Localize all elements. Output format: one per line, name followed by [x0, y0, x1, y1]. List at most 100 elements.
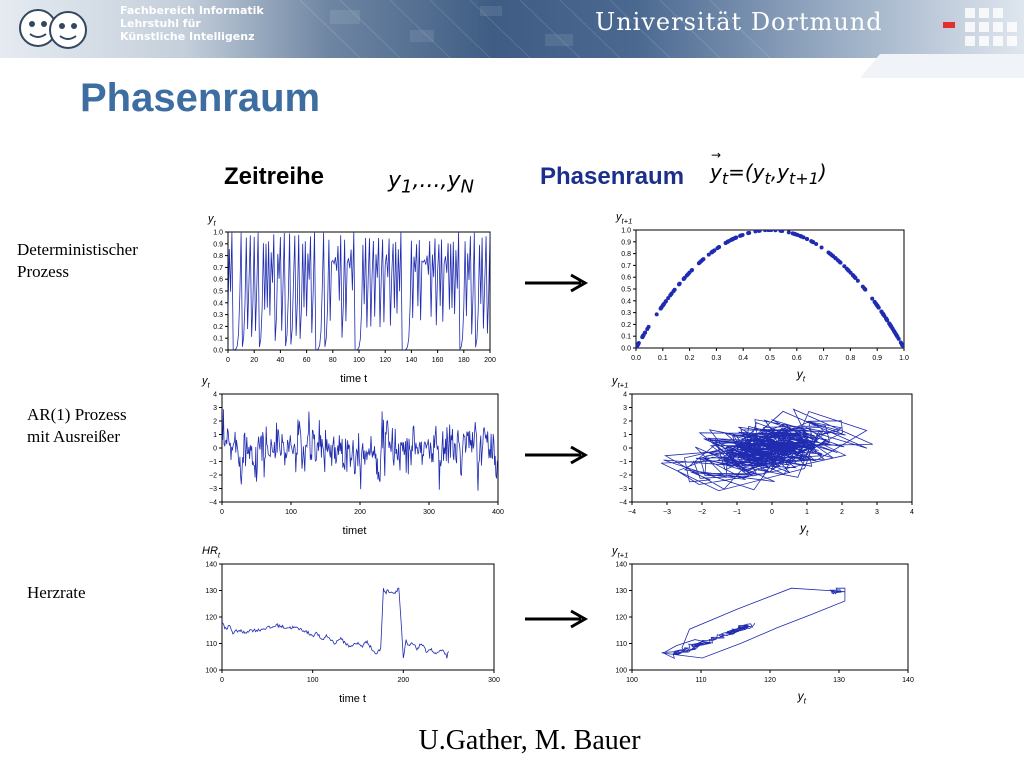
- arrow-right-icon: [525, 445, 589, 465]
- chart-deterministic-phasespace: 0.0 0.1 0.2 0.3 0.4 0.5 0.6 0.7 0.8 0.9 1.0 0.0 0.1 0…: [615, 211, 909, 384]
- header-banner: Fachbereich Informatik Lehrstuhl für Kün…: [0, 0, 1024, 58]
- phase-space-formula: y → t=(yt,yt+1): [710, 148, 827, 188]
- data-point: [640, 335, 645, 340]
- data-point: [853, 276, 858, 281]
- data-point: [697, 260, 702, 265]
- y-tick-label: 0.2: [213, 324, 223, 331]
- slide-footer: U.Gather, M. Bauer: [0, 725, 1024, 757]
- data-point: [723, 240, 728, 245]
- data-point: [850, 273, 855, 278]
- plot-frame: [221, 563, 495, 671]
- y-tick-label: 1: [213, 432, 217, 439]
- data-point: [677, 282, 682, 287]
- series-line: [222, 409, 498, 491]
- row-label-line: AR(1) Prozess: [27, 405, 127, 424]
- x-tick-label: 0: [226, 357, 230, 364]
- x-tick-label: 0.7: [819, 355, 829, 362]
- x-tick-label: −1: [733, 509, 741, 516]
- heading-zeitreihe: Zeitreihe: [224, 163, 325, 190]
- y-tick-label: −4: [619, 500, 627, 507]
- chart-ar1-timeseries: −4 −3 −2 −1 0 1 2 3 4 0 100 200 300 400 yt timet: [201, 375, 504, 537]
- y-tick-label: 2: [213, 419, 217, 426]
- dept-line-1: Fachbereich Informatik: [120, 4, 264, 17]
- row-label-line: Prozess: [17, 262, 69, 281]
- y-tick-label: −1: [619, 459, 627, 466]
- data-point: [835, 258, 840, 263]
- x-tick-label: 300: [423, 509, 435, 516]
- axis-label: yt+1: [611, 375, 628, 389]
- author-credit: U.Gather, M. Bauer: [418, 725, 641, 756]
- y-tick-label: 0.0: [213, 348, 223, 355]
- x-tick-label: 0.6: [792, 355, 802, 362]
- data-point: [881, 312, 886, 317]
- data-point: [706, 252, 711, 257]
- x-tick-label: 120: [379, 357, 391, 364]
- y-tick-label: 0: [623, 446, 627, 453]
- data-point: [753, 230, 758, 234]
- axis-label: yt: [797, 689, 807, 706]
- y-tick-label: 0.4: [621, 298, 631, 305]
- y-tick-label: 110: [616, 641, 627, 648]
- row-label-line: mit Ausreißer: [27, 427, 121, 446]
- x-tick-label: 140: [902, 677, 914, 684]
- x-tick-label: 80: [329, 357, 337, 364]
- data-point: [746, 231, 751, 236]
- y-tick-label: 0.1: [621, 334, 631, 341]
- university-name: Universität Dortmund: [595, 8, 883, 36]
- x-tick-label: 200: [397, 677, 409, 684]
- data-point: [892, 329, 897, 334]
- axis-label: yt: [207, 213, 217, 227]
- slide-title: Phasenraum: [80, 76, 321, 120]
- x-tick-label: 20: [250, 357, 258, 364]
- data-point: [793, 232, 798, 237]
- data-point: [804, 236, 809, 241]
- y-tick-label: 100: [615, 668, 627, 675]
- data-point: [690, 267, 695, 272]
- data-point: [654, 312, 659, 317]
- y-tick-label: −4: [209, 500, 217, 507]
- university-logo: [6, 2, 106, 58]
- y-tick-label: 100: [205, 668, 217, 675]
- x-tick-label: 0.2: [685, 355, 695, 362]
- x-tick-label: 0.5: [765, 355, 775, 362]
- department-name: Fachbereich Informatik Lehrstuhl für Kün…: [120, 4, 264, 43]
- data-point: [715, 246, 720, 251]
- x-tick-label: 100: [307, 677, 319, 684]
- y-tick-label: 120: [615, 615, 627, 622]
- y-tick-label: 110: [206, 641, 217, 648]
- x-tick-label: 0.0: [631, 355, 641, 362]
- data-point: [734, 235, 739, 240]
- y-tick-label: 130: [205, 588, 217, 595]
- data-point: [799, 234, 804, 239]
- data-point: [767, 230, 772, 233]
- data-point: [838, 260, 843, 265]
- y-tick-label: 0.7: [621, 263, 631, 270]
- data-point: [682, 275, 687, 280]
- y-tick-label: 0.1: [213, 336, 223, 343]
- y-tick-label: 0.3: [213, 312, 223, 319]
- data-point: [884, 317, 889, 322]
- header-accent: [860, 54, 1024, 78]
- series-line: [228, 232, 490, 350]
- data-point: [664, 299, 668, 304]
- x-tick-label: 100: [285, 509, 297, 516]
- data-point: [894, 333, 899, 338]
- x-tick-label: 0.1: [658, 355, 668, 362]
- series-line: [661, 408, 873, 492]
- x-tick-label: 40: [277, 357, 285, 364]
- heading-phasenraum: Phasenraum: [540, 163, 685, 190]
- x-tick-label: 4: [910, 509, 914, 516]
- x-tick-label: 100: [626, 677, 638, 684]
- data-point: [887, 321, 892, 326]
- x-tick-label: 0: [220, 677, 224, 684]
- x-tick-label: −2: [698, 509, 706, 516]
- y-tick-label: 130: [615, 588, 627, 595]
- row-label-line: Deterministischer: [17, 240, 138, 259]
- data-point: [701, 257, 706, 262]
- y-tick-label: 3: [213, 405, 217, 412]
- y-tick-label: −2: [209, 473, 217, 480]
- data-point: [778, 230, 783, 233]
- y-tick-label: 1: [623, 432, 627, 439]
- data-point: [730, 237, 735, 242]
